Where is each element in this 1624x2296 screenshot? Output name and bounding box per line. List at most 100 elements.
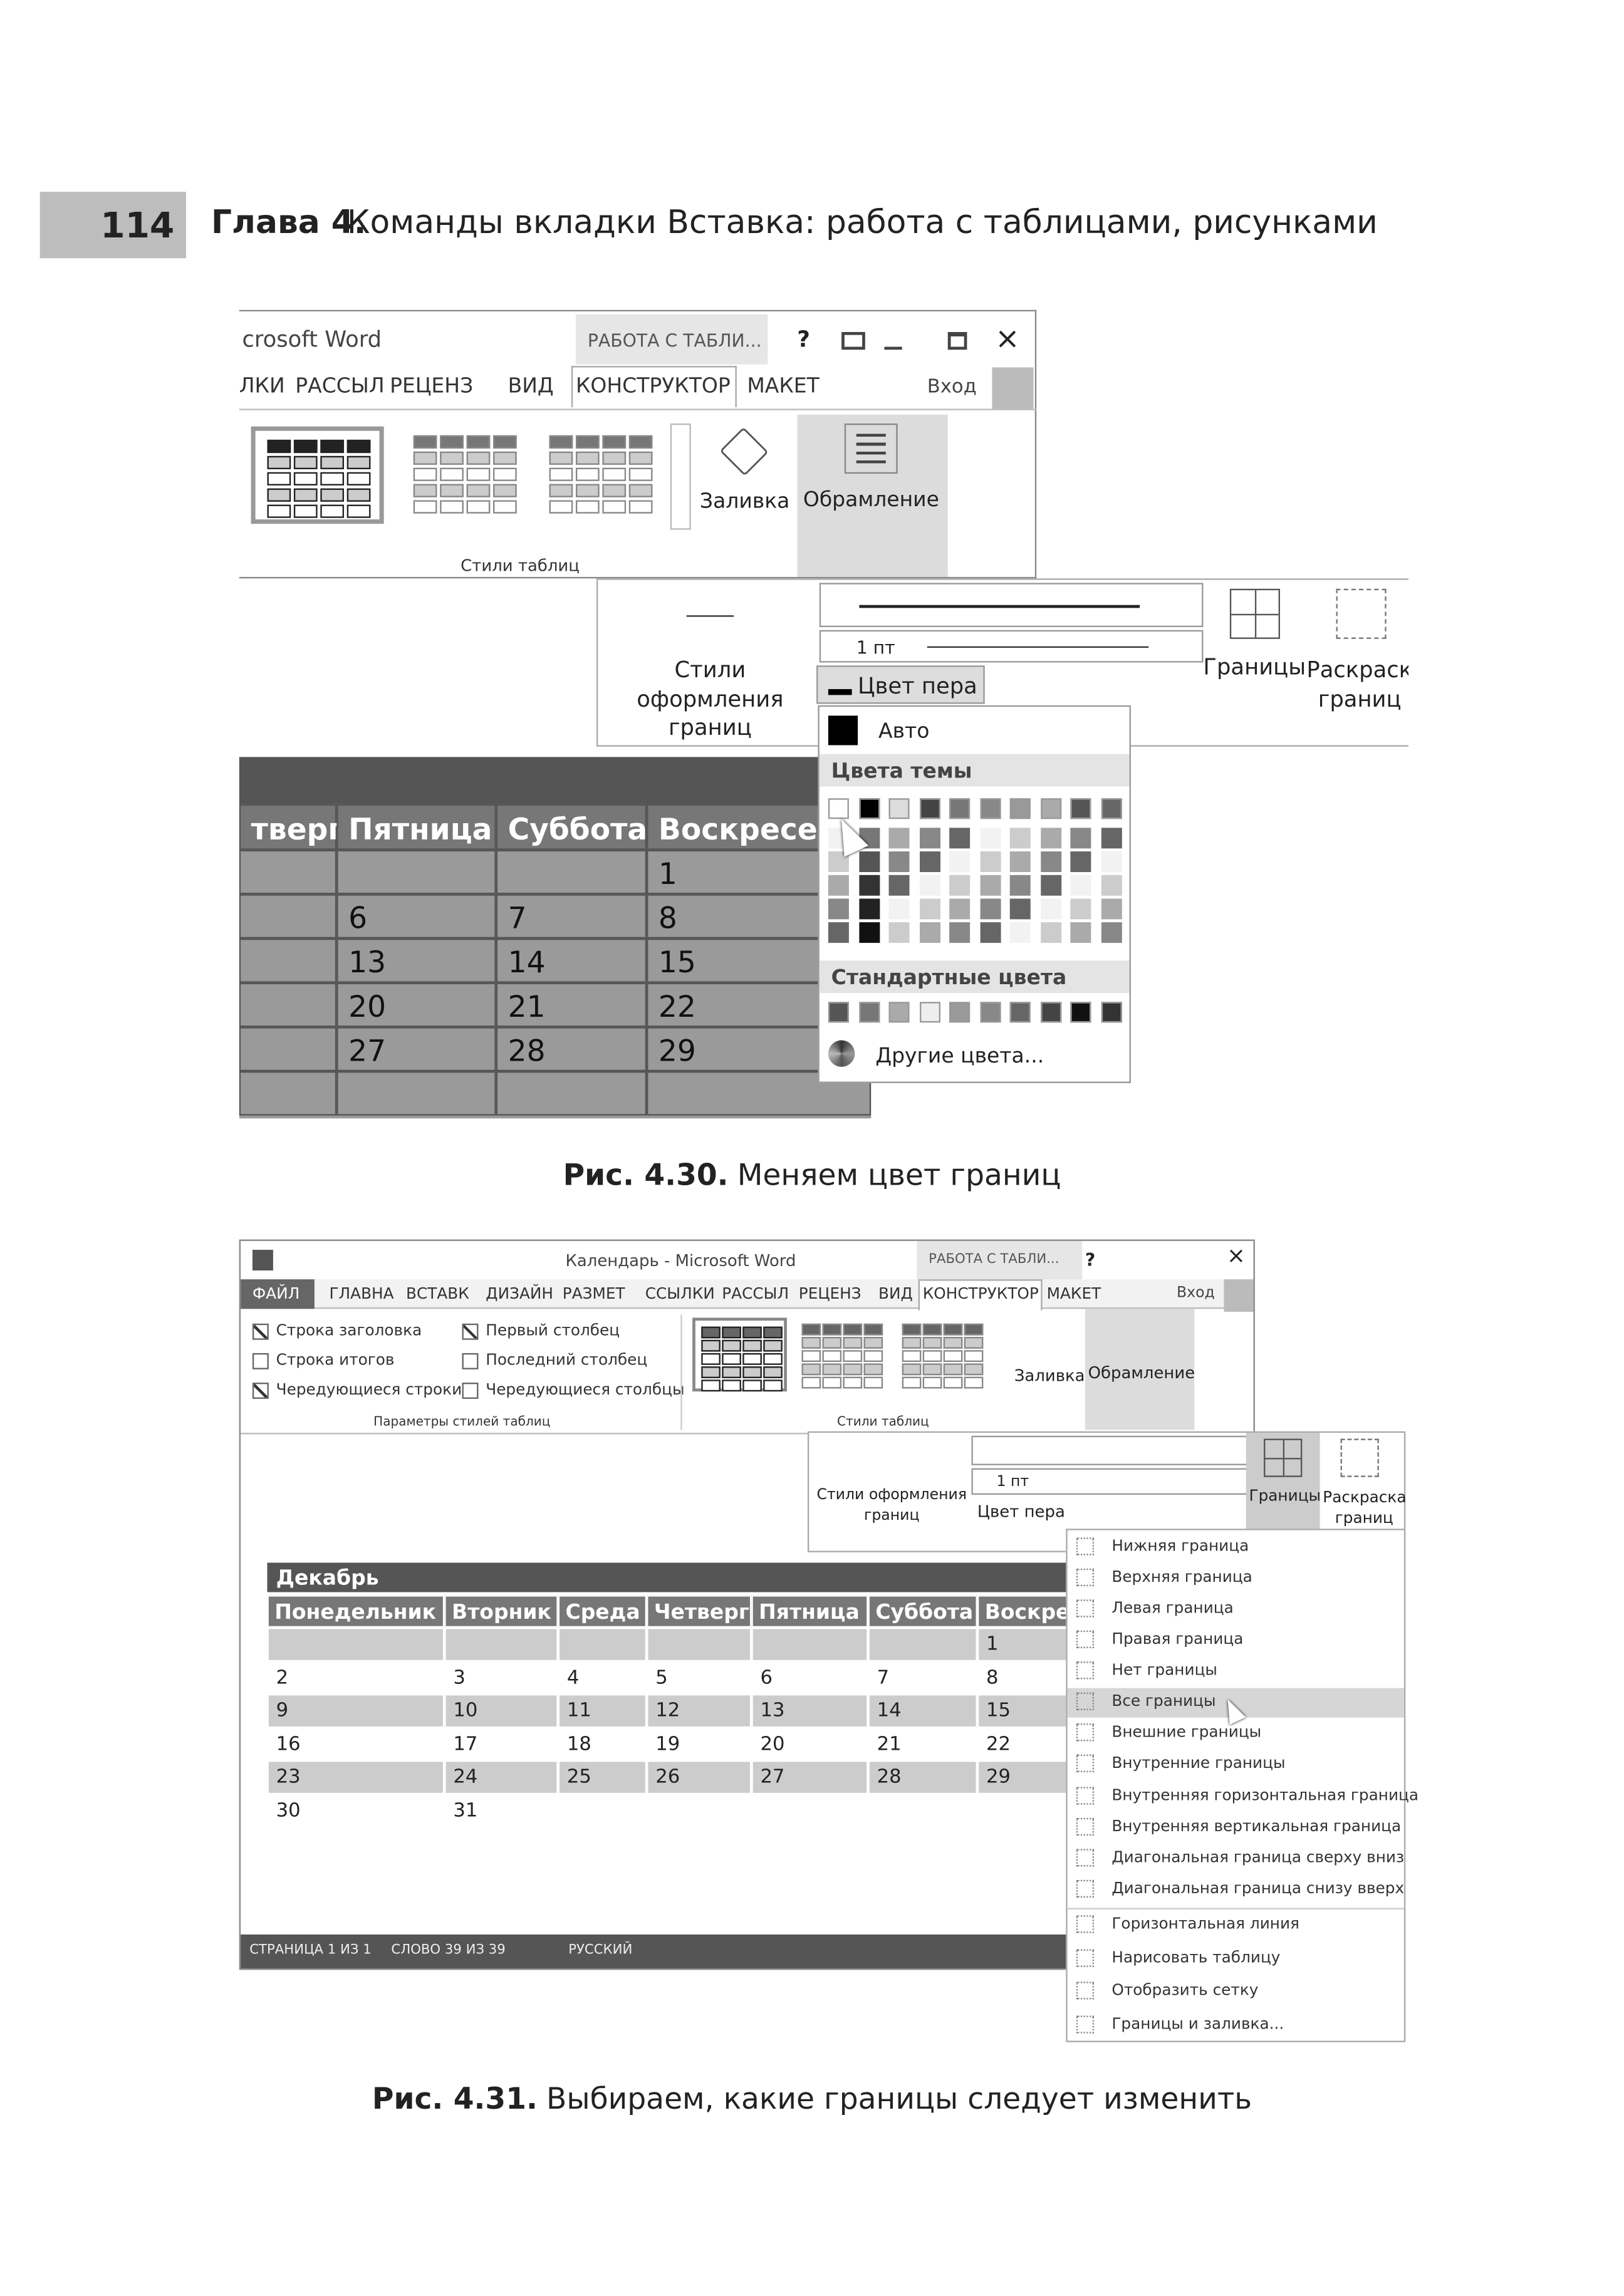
theme-swatch[interactable] bbox=[888, 922, 910, 943]
theme-swatch[interactable] bbox=[1009, 851, 1031, 873]
close-button[interactable]: × bbox=[995, 320, 1020, 356]
theme-swatch[interactable] bbox=[1009, 922, 1031, 943]
theme-swatch[interactable] bbox=[1070, 875, 1091, 896]
ribbon-tab[interactable]: ФАЙЛ bbox=[252, 1285, 300, 1303]
ribbon-tab[interactable]: ВИД bbox=[508, 375, 554, 398]
theme-swatch[interactable] bbox=[888, 875, 910, 896]
theme-swatch[interactable] bbox=[979, 922, 1001, 943]
ribbon-tab[interactable]: РЕЦЕНЗ bbox=[798, 1285, 861, 1303]
line-style-dropdown[interactable] bbox=[819, 583, 1204, 628]
more-colors[interactable]: Другие цвета... bbox=[875, 1044, 1044, 1069]
theme-swatch[interactable] bbox=[1100, 851, 1122, 873]
sign-in[interactable]: Вход bbox=[927, 376, 977, 398]
borders-button[interactable]: Обрамление bbox=[803, 488, 939, 512]
border-styles-button[interactable]: Стили оформления границ bbox=[637, 657, 784, 741]
theme-swatch[interactable] bbox=[828, 875, 849, 896]
ribbon-tab[interactable]: РАССЫЛ bbox=[722, 1285, 789, 1303]
theme-swatch[interactable] bbox=[919, 851, 940, 873]
theme-swatch[interactable] bbox=[1009, 875, 1031, 896]
shading-button[interactable]: Заливка bbox=[1014, 1366, 1085, 1386]
theme-swatch[interactable] bbox=[1009, 798, 1031, 819]
theme-swatch[interactable] bbox=[1040, 898, 1061, 920]
standard-swatch[interactable] bbox=[919, 1002, 940, 1023]
border-painter-button[interactable]: Раскраска границ bbox=[1323, 1488, 1407, 1527]
ribbon-tab[interactable]: ГЛАВНА bbox=[329, 1285, 394, 1303]
theme-swatch[interactable] bbox=[1070, 851, 1091, 873]
ribbon-tab[interactable]: ЛКИ bbox=[239, 375, 285, 398]
theme-swatch[interactable] bbox=[1100, 875, 1122, 896]
theme-swatch[interactable] bbox=[858, 898, 880, 920]
theme-swatch[interactable] bbox=[1100, 922, 1122, 943]
theme-swatch[interactable] bbox=[1070, 922, 1091, 943]
ribbon-tab[interactable]: ДИЗАЙН bbox=[486, 1285, 554, 1303]
ribbon-tab[interactable]: КОНСТРУКТОР bbox=[922, 1285, 1039, 1303]
theme-swatch[interactable] bbox=[1070, 828, 1091, 849]
checkbox[interactable] bbox=[462, 1353, 479, 1369]
standard-swatch[interactable] bbox=[858, 1002, 880, 1023]
theme-swatch[interactable] bbox=[1070, 898, 1091, 920]
theme-swatch[interactable] bbox=[1100, 828, 1122, 849]
theme-swatch[interactable] bbox=[858, 922, 880, 943]
theme-swatch[interactable] bbox=[888, 828, 910, 849]
menu-item[interactable]: Диагональная граница сверху вниз bbox=[1111, 1849, 1405, 1867]
border-painter-button[interactable]: Раскраска границ bbox=[1306, 657, 1408, 712]
theme-swatch[interactable] bbox=[828, 828, 849, 849]
maximize-button[interactable] bbox=[947, 331, 967, 350]
menu-item[interactable]: Внутренняя горизонтальная граница bbox=[1111, 1787, 1419, 1805]
theme-swatch[interactable] bbox=[1100, 898, 1122, 920]
checkbox[interactable] bbox=[252, 1383, 269, 1399]
ribbon-tab[interactable]: ВСТАВК bbox=[405, 1285, 469, 1303]
theme-swatch[interactable] bbox=[949, 898, 971, 920]
menu-item[interactable]: Диагональная граница снизу вверх bbox=[1111, 1879, 1405, 1898]
theme-swatch[interactable] bbox=[979, 875, 1001, 896]
ribbon-tab[interactable]: ВИД bbox=[878, 1285, 913, 1303]
theme-swatch[interactable] bbox=[888, 798, 910, 819]
menu-item[interactable]: Внешние границы bbox=[1111, 1723, 1262, 1742]
theme-swatch[interactable] bbox=[828, 851, 849, 873]
borders-button[interactable]: Обрамление bbox=[1088, 1363, 1195, 1383]
border-styles-button[interactable]: Стили оформления границ bbox=[816, 1487, 967, 1525]
theme-swatch[interactable] bbox=[1070, 798, 1091, 819]
pen-color-button[interactable]: Цвет пера bbox=[858, 673, 977, 700]
theme-swatch[interactable] bbox=[979, 851, 1001, 873]
minimize-button[interactable] bbox=[884, 346, 902, 350]
theme-swatch[interactable] bbox=[888, 851, 910, 873]
theme-swatch[interactable] bbox=[888, 898, 910, 920]
theme-swatch[interactable] bbox=[919, 898, 940, 920]
close-button[interactable]: × bbox=[1227, 1242, 1246, 1269]
menu-item[interactable]: Границы и заливка... bbox=[1111, 2015, 1284, 2034]
menu-item[interactable]: Горизонтальная линия bbox=[1111, 1915, 1299, 1933]
theme-swatch[interactable] bbox=[919, 875, 940, 896]
theme-swatch[interactable] bbox=[858, 828, 880, 849]
theme-swatch[interactable] bbox=[979, 798, 1001, 819]
theme-swatch[interactable] bbox=[979, 898, 1001, 920]
standard-swatch[interactable] bbox=[888, 1002, 910, 1023]
theme-swatch[interactable] bbox=[1040, 851, 1061, 873]
theme-swatch[interactable] bbox=[858, 851, 880, 873]
checkbox[interactable] bbox=[252, 1323, 269, 1340]
theme-swatch[interactable] bbox=[1100, 798, 1122, 819]
standard-swatch[interactable] bbox=[1040, 1002, 1061, 1023]
checkbox[interactable] bbox=[462, 1383, 479, 1399]
auto-color[interactable]: Авто bbox=[878, 720, 930, 744]
menu-item[interactable]: Внутренняя вертикальная граница bbox=[1111, 1817, 1402, 1836]
ribbon-tab[interactable]: РЕЦЕНЗ bbox=[390, 375, 474, 398]
shading-button[interactable]: Заливка bbox=[699, 489, 790, 514]
standard-swatch[interactable] bbox=[1100, 1002, 1122, 1023]
theme-swatch[interactable] bbox=[1009, 828, 1031, 849]
theme-swatch[interactable] bbox=[1040, 828, 1061, 849]
theme-swatch[interactable] bbox=[828, 922, 849, 943]
line-weight-dropdown[interactable]: 1 пт bbox=[971, 1468, 1249, 1495]
theme-swatch[interactable] bbox=[949, 828, 971, 849]
restore-button[interactable] bbox=[841, 331, 865, 350]
borders-button[interactable]: Границы bbox=[1249, 1487, 1321, 1505]
line-weight-dropdown[interactable]: 1 пт bbox=[819, 630, 1204, 663]
theme-swatch[interactable] bbox=[1040, 875, 1061, 896]
ribbon-tab[interactable]: МАКЕТ bbox=[1046, 1285, 1101, 1303]
sign-in[interactable]: Вход bbox=[1177, 1285, 1215, 1302]
ribbon-tab[interactable]: ССЫЛКИ bbox=[645, 1285, 715, 1303]
theme-swatch[interactable] bbox=[1040, 798, 1061, 819]
standard-swatch[interactable] bbox=[979, 1002, 1001, 1023]
menu-item[interactable]: Все границы bbox=[1111, 1692, 1216, 1710]
menu-item[interactable]: Нижняя граница bbox=[1111, 1537, 1249, 1556]
